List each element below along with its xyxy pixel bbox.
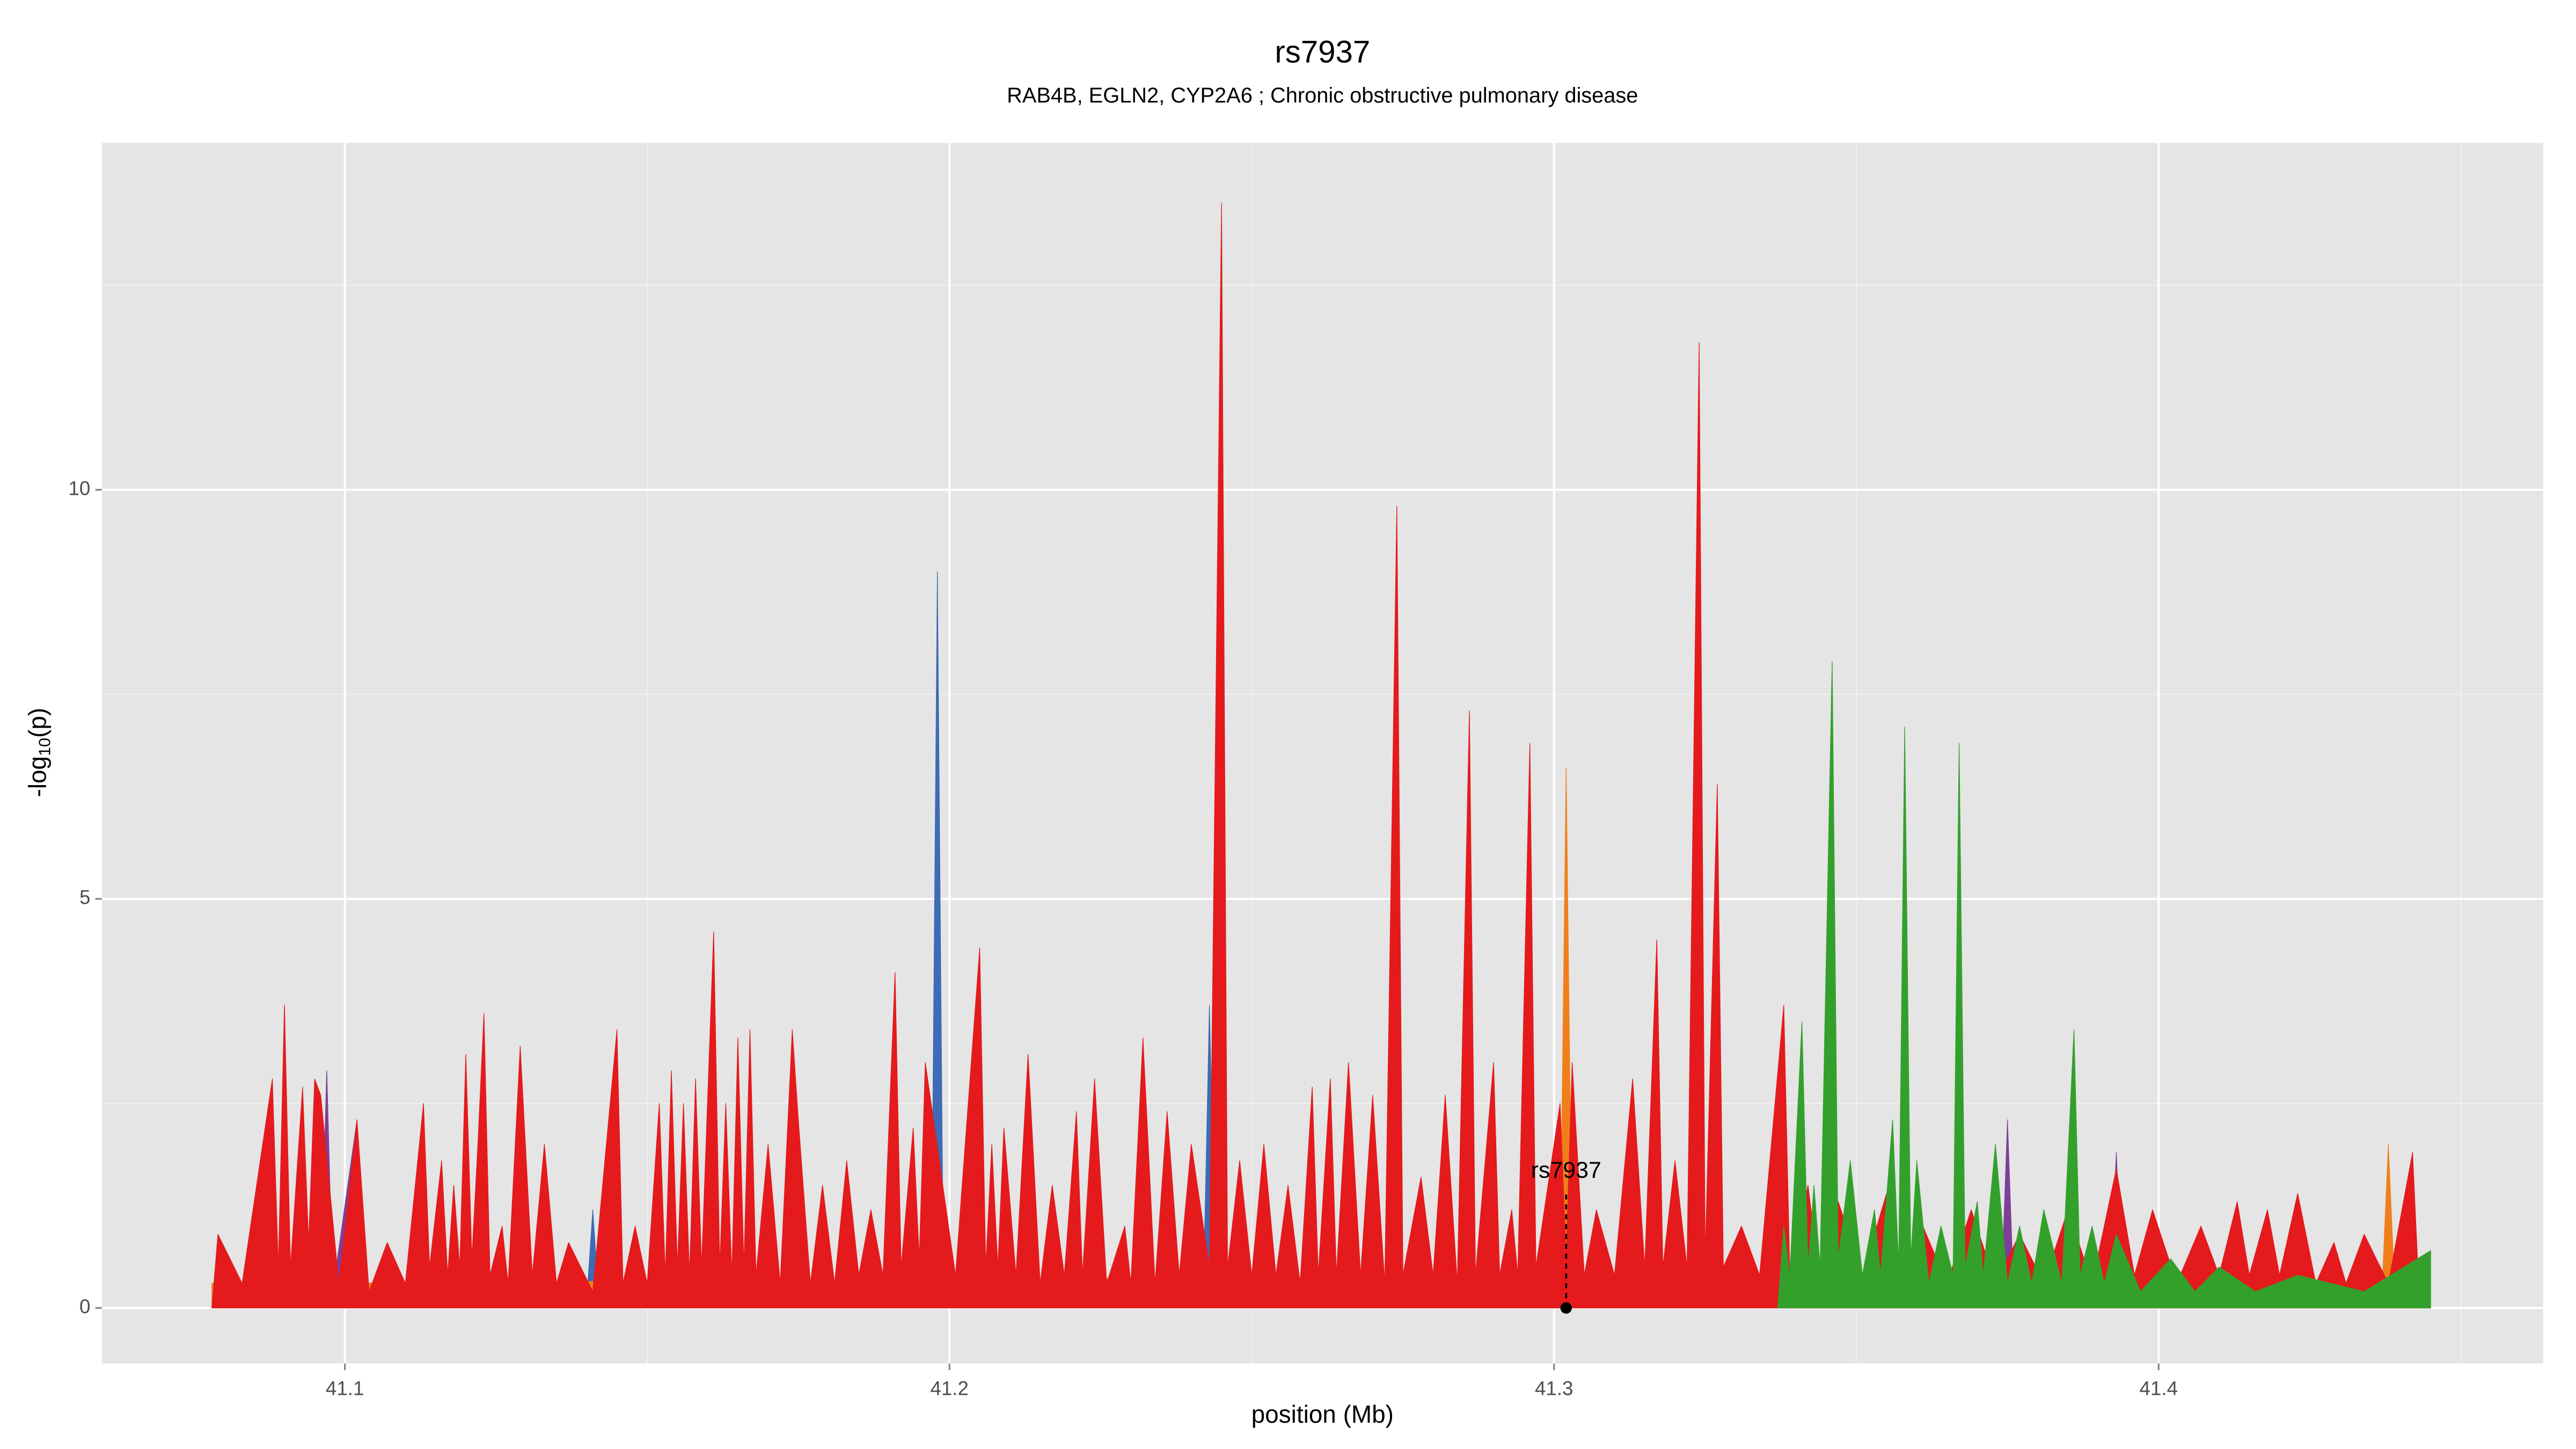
y-tick-label: 5 [79,887,90,909]
y-label-sub: 10 [36,738,54,756]
annotation-point [1560,1302,1572,1314]
y-label-main: -log [24,756,52,797]
x-tick-label: 41.1 [326,1377,364,1399]
chart-subtitle: RAB4B, EGLN2, CYP2A6 ; Chronic obstructi… [1007,84,1638,107]
x-axis-label: position (Mb) [1252,1400,1394,1428]
plot-panel [101,143,2543,1364]
areas [211,203,2431,1308]
x-tick-label: 41.4 [2140,1377,2178,1399]
y-tick-label: 0 [79,1296,90,1318]
annotation-label: rs7937 [1531,1157,1601,1183]
x-tick-label: 41.3 [1535,1377,1573,1399]
y-tick-label: 10 [69,477,91,499]
chart-title: rs7937 [1275,34,1370,69]
y-label-suffix: (p) [24,708,52,738]
axis-ticks: 41.1 41.2 41.3 41.4 0 5 10 [69,477,2178,1399]
y-axis-label: -log10(p) [24,708,54,797]
area [1777,661,2431,1308]
x-tick-label: 41.2 [930,1377,968,1399]
